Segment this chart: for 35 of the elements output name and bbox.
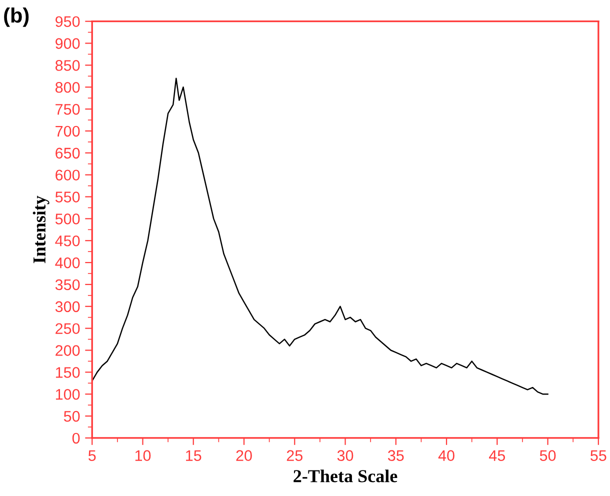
y-tick-label: 950 — [56, 16, 80, 28]
y-tick-label: 550 — [55, 192, 80, 202]
y-tick-label: 200 — [56, 345, 80, 356]
y-tick-label: 600 — [56, 170, 80, 181]
y-tick-label: 350 — [55, 279, 80, 290]
line-series — [92, 78, 548, 395]
x-tick-label: 55 — [590, 450, 606, 461]
y-tick-label: 700 — [56, 126, 80, 137]
y-tick-label: 100 — [56, 388, 80, 400]
y-tick-label: 0 — [72, 432, 80, 444]
y-tick-label: 500 — [55, 214, 80, 224]
text: (b) — [4, 7, 29, 27]
x-tick-label: 40 — [438, 450, 454, 461]
x-tick-label: 50 — [540, 450, 556, 461]
y-tick-label: 50 — [64, 410, 80, 422]
y-tick-label: 750 — [56, 104, 80, 115]
x-axis-title: 2-Theta Scale — [294, 470, 398, 482]
x-tick-label: 15 — [186, 450, 202, 461]
x-tick-label: 10 — [135, 450, 151, 461]
x-tick-label: 35 — [388, 450, 404, 461]
x-tick-label: 5 — [88, 450, 96, 461]
x-tick-label: 30 — [337, 450, 354, 461]
x-tick-label: 25 — [286, 450, 302, 461]
y-tick-label: 400 — [55, 257, 80, 268]
y-tick-label: 650 — [56, 148, 80, 159]
y-tick-label: 300 — [55, 301, 80, 312]
y-tick-label: 900 — [56, 38, 80, 49]
y-tick-label: 800 — [55, 82, 80, 93]
y-tick-label: 450 — [55, 235, 80, 246]
x-tick-label: 45 — [489, 450, 506, 461]
y-axis-title: Intensity — [32, 196, 50, 264]
x-tick-label: 20 — [236, 450, 252, 461]
y-tick-label: 850 — [55, 60, 80, 71]
y-tick-label: 250 — [56, 323, 80, 334]
y-tick-label: 150 — [56, 367, 80, 378]
